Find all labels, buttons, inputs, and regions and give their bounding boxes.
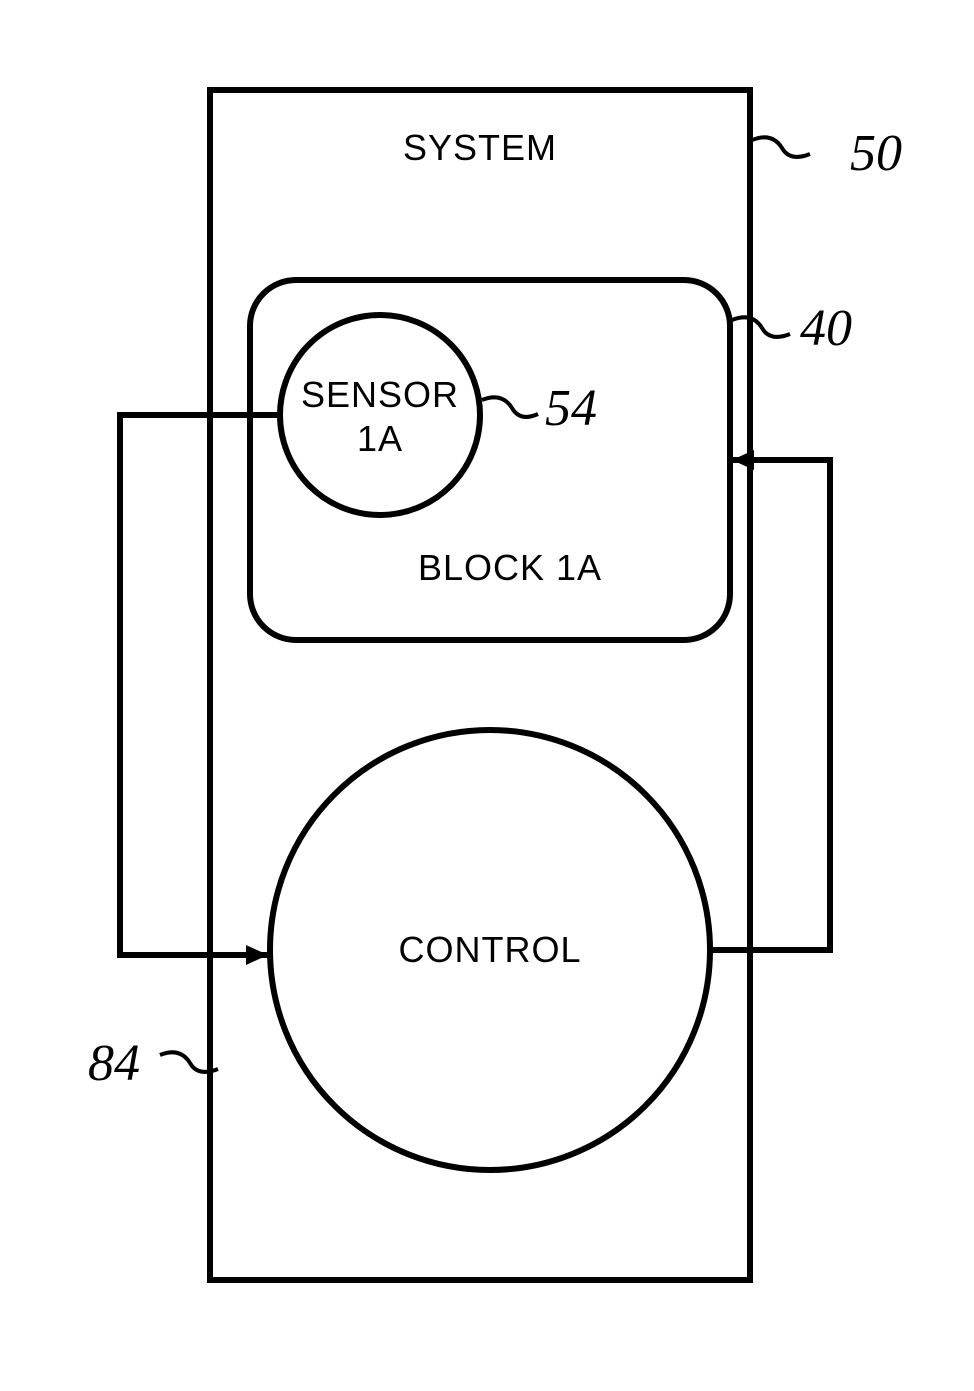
sensor-1a-label-line2: 1A [357,418,403,459]
ref-84: 84 [88,1035,140,1092]
sensor-1a-label-line1: SENSOR [301,374,459,415]
block-1a-label: BLOCK 1A [418,547,602,588]
ref-50: 50 [850,125,902,182]
ref-54: 54 [545,380,597,437]
control-label: CONTROL [398,929,581,970]
sensor-1a [280,315,480,515]
system-label: SYSTEM [403,127,557,168]
ref-40: 40 [800,300,852,357]
